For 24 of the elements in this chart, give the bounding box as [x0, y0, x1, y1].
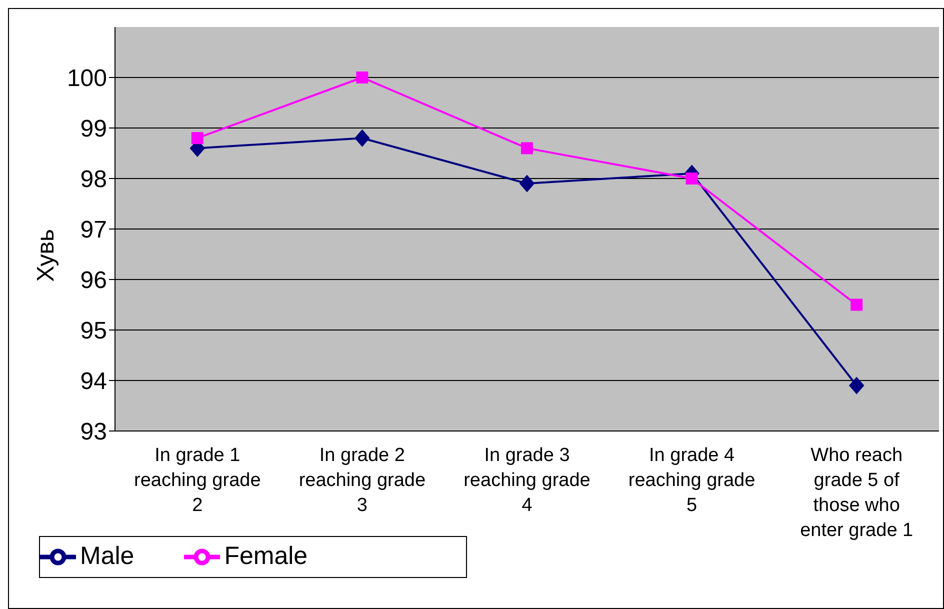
y-tick-label: 97 — [80, 216, 107, 244]
point — [849, 377, 864, 394]
legend-label: Female — [224, 542, 308, 570]
x-tick-label: In grade 2 reaching grade 3 — [298, 445, 426, 516]
y-tick-label: 93 — [80, 418, 107, 446]
x-tick-label: In grade 3 reaching grade 4 — [464, 445, 590, 516]
legend-label: Male — [80, 542, 134, 570]
point — [521, 142, 533, 154]
y-tick-label: 95 — [80, 318, 107, 345]
x-tick-label: In grade 4 reaching grade 5 — [628, 445, 756, 516]
y-tick-label: 94 — [80, 368, 107, 396]
point — [520, 175, 534, 192]
y-tick-label: 99 — [80, 116, 107, 143]
y-axis-title: Хувь — [32, 229, 60, 282]
y-tick-label: 98 — [80, 166, 107, 194]
y-tick-label: 96 — [80, 267, 107, 294]
point — [356, 72, 368, 84]
x-tick-label: Who reach grade 5 of those who enter grade 1 — [800, 445, 914, 541]
point — [686, 172, 698, 184]
point — [850, 298, 863, 311]
y-tick-label: 100 — [66, 65, 107, 92]
point — [354, 130, 370, 147]
point — [191, 132, 204, 144]
x-tick-label: In grade 1 reaching grade 2 — [134, 445, 261, 516]
